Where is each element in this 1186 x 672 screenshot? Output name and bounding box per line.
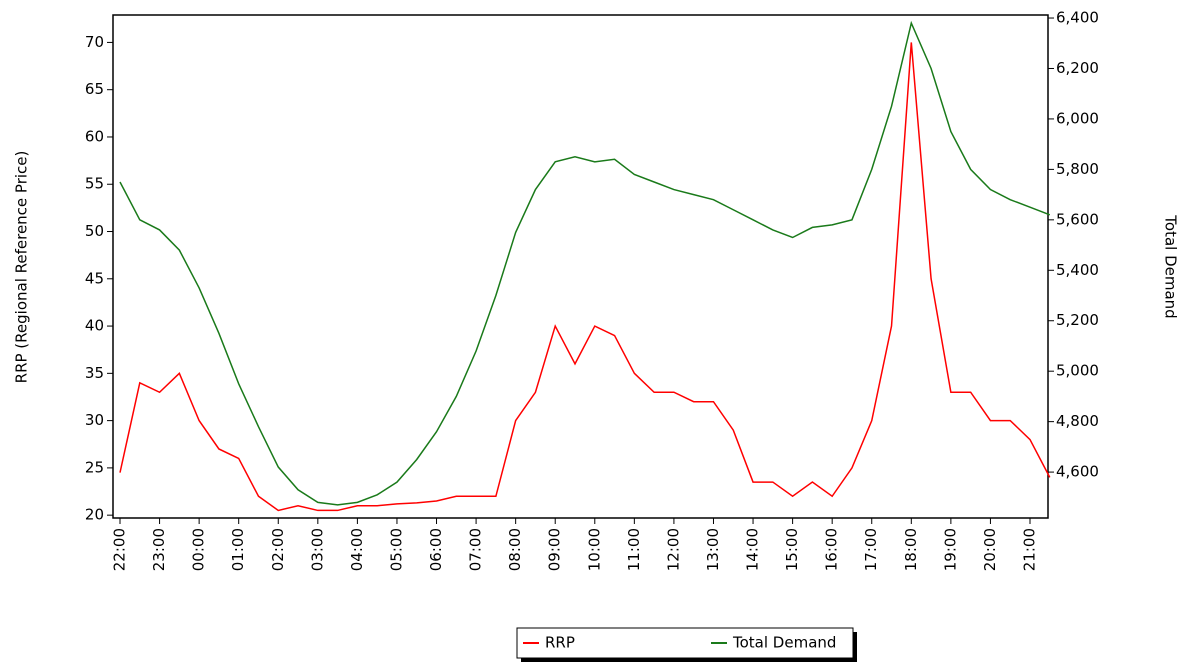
y2-axis-label: Total Demand (1162, 214, 1180, 318)
series-line (119, 20, 1051, 506)
y2-tick-label: 6,200 (1056, 59, 1099, 77)
y-tick-label: 70 (85, 33, 104, 51)
x-tick-label: 01:00 (229, 528, 247, 571)
y2-tick-label: 5,000 (1056, 362, 1099, 380)
x-tick-label: 09:00 (546, 528, 564, 571)
y-tick-label: 25 (85, 458, 104, 476)
y2-tick-label: 6,400 (1056, 9, 1099, 27)
x-tick-label: 23:00 (150, 528, 168, 571)
y2-tick-label: 4,600 (1056, 463, 1099, 481)
y2-tick-label: 5,800 (1056, 160, 1099, 178)
y2-tick-label: 5,400 (1056, 261, 1099, 279)
series-line (119, 42, 1051, 512)
x-tick-label: 04:00 (348, 528, 366, 571)
legend-label: Total Demand (732, 634, 836, 652)
x-tick-label: 19:00 (941, 528, 959, 571)
x-tick-label: 10:00 (585, 528, 603, 571)
y2-tick-label: 4,800 (1056, 412, 1099, 430)
y-tick-label: 45 (85, 269, 104, 287)
y2-tick-label: 5,200 (1056, 311, 1099, 329)
x-tick-label: 05:00 (387, 528, 405, 571)
x-tick-label: 02:00 (269, 528, 287, 571)
x-tick-label: 14:00 (744, 528, 762, 571)
y-tick-label: 35 (85, 364, 104, 382)
y-tick-label: 20 (85, 506, 104, 524)
legend-label: RRP (545, 634, 575, 652)
y-tick-label: 30 (85, 411, 104, 429)
x-tick-label: 21:00 (1021, 528, 1039, 571)
y-axis-label: RRP (Regional Reference Price) (13, 151, 31, 384)
legend-box (516, 627, 854, 659)
x-tick-label: 17:00 (862, 528, 880, 571)
x-tick-label: 00:00 (190, 528, 208, 571)
y2-tick-label: 5,600 (1056, 210, 1099, 228)
y-tick-label: 55 (85, 175, 104, 193)
x-tick-label: 22:00 (111, 528, 129, 571)
y2-tick-label: 6,000 (1056, 109, 1099, 127)
x-tick-label: 18:00 (902, 528, 920, 571)
y-tick-label: 60 (85, 127, 104, 145)
x-tick-label: 12:00 (664, 528, 682, 571)
x-tick-label: 16:00 (823, 528, 841, 571)
x-tick-label: 11:00 (625, 528, 643, 571)
x-tick-label: 08:00 (506, 528, 524, 571)
y-tick-label: 40 (85, 317, 104, 335)
x-tick-label: 03:00 (308, 528, 326, 571)
y-tick-label: 65 (85, 80, 104, 98)
y-tick-label: 50 (85, 222, 104, 240)
x-tick-label: 15:00 (783, 528, 801, 571)
x-tick-label: 13:00 (704, 528, 722, 571)
x-tick-label: 20:00 (981, 528, 999, 571)
x-tick-label: 06:00 (427, 528, 445, 571)
plot-frame (112, 14, 1049, 519)
x-tick-label: 07:00 (467, 528, 485, 571)
